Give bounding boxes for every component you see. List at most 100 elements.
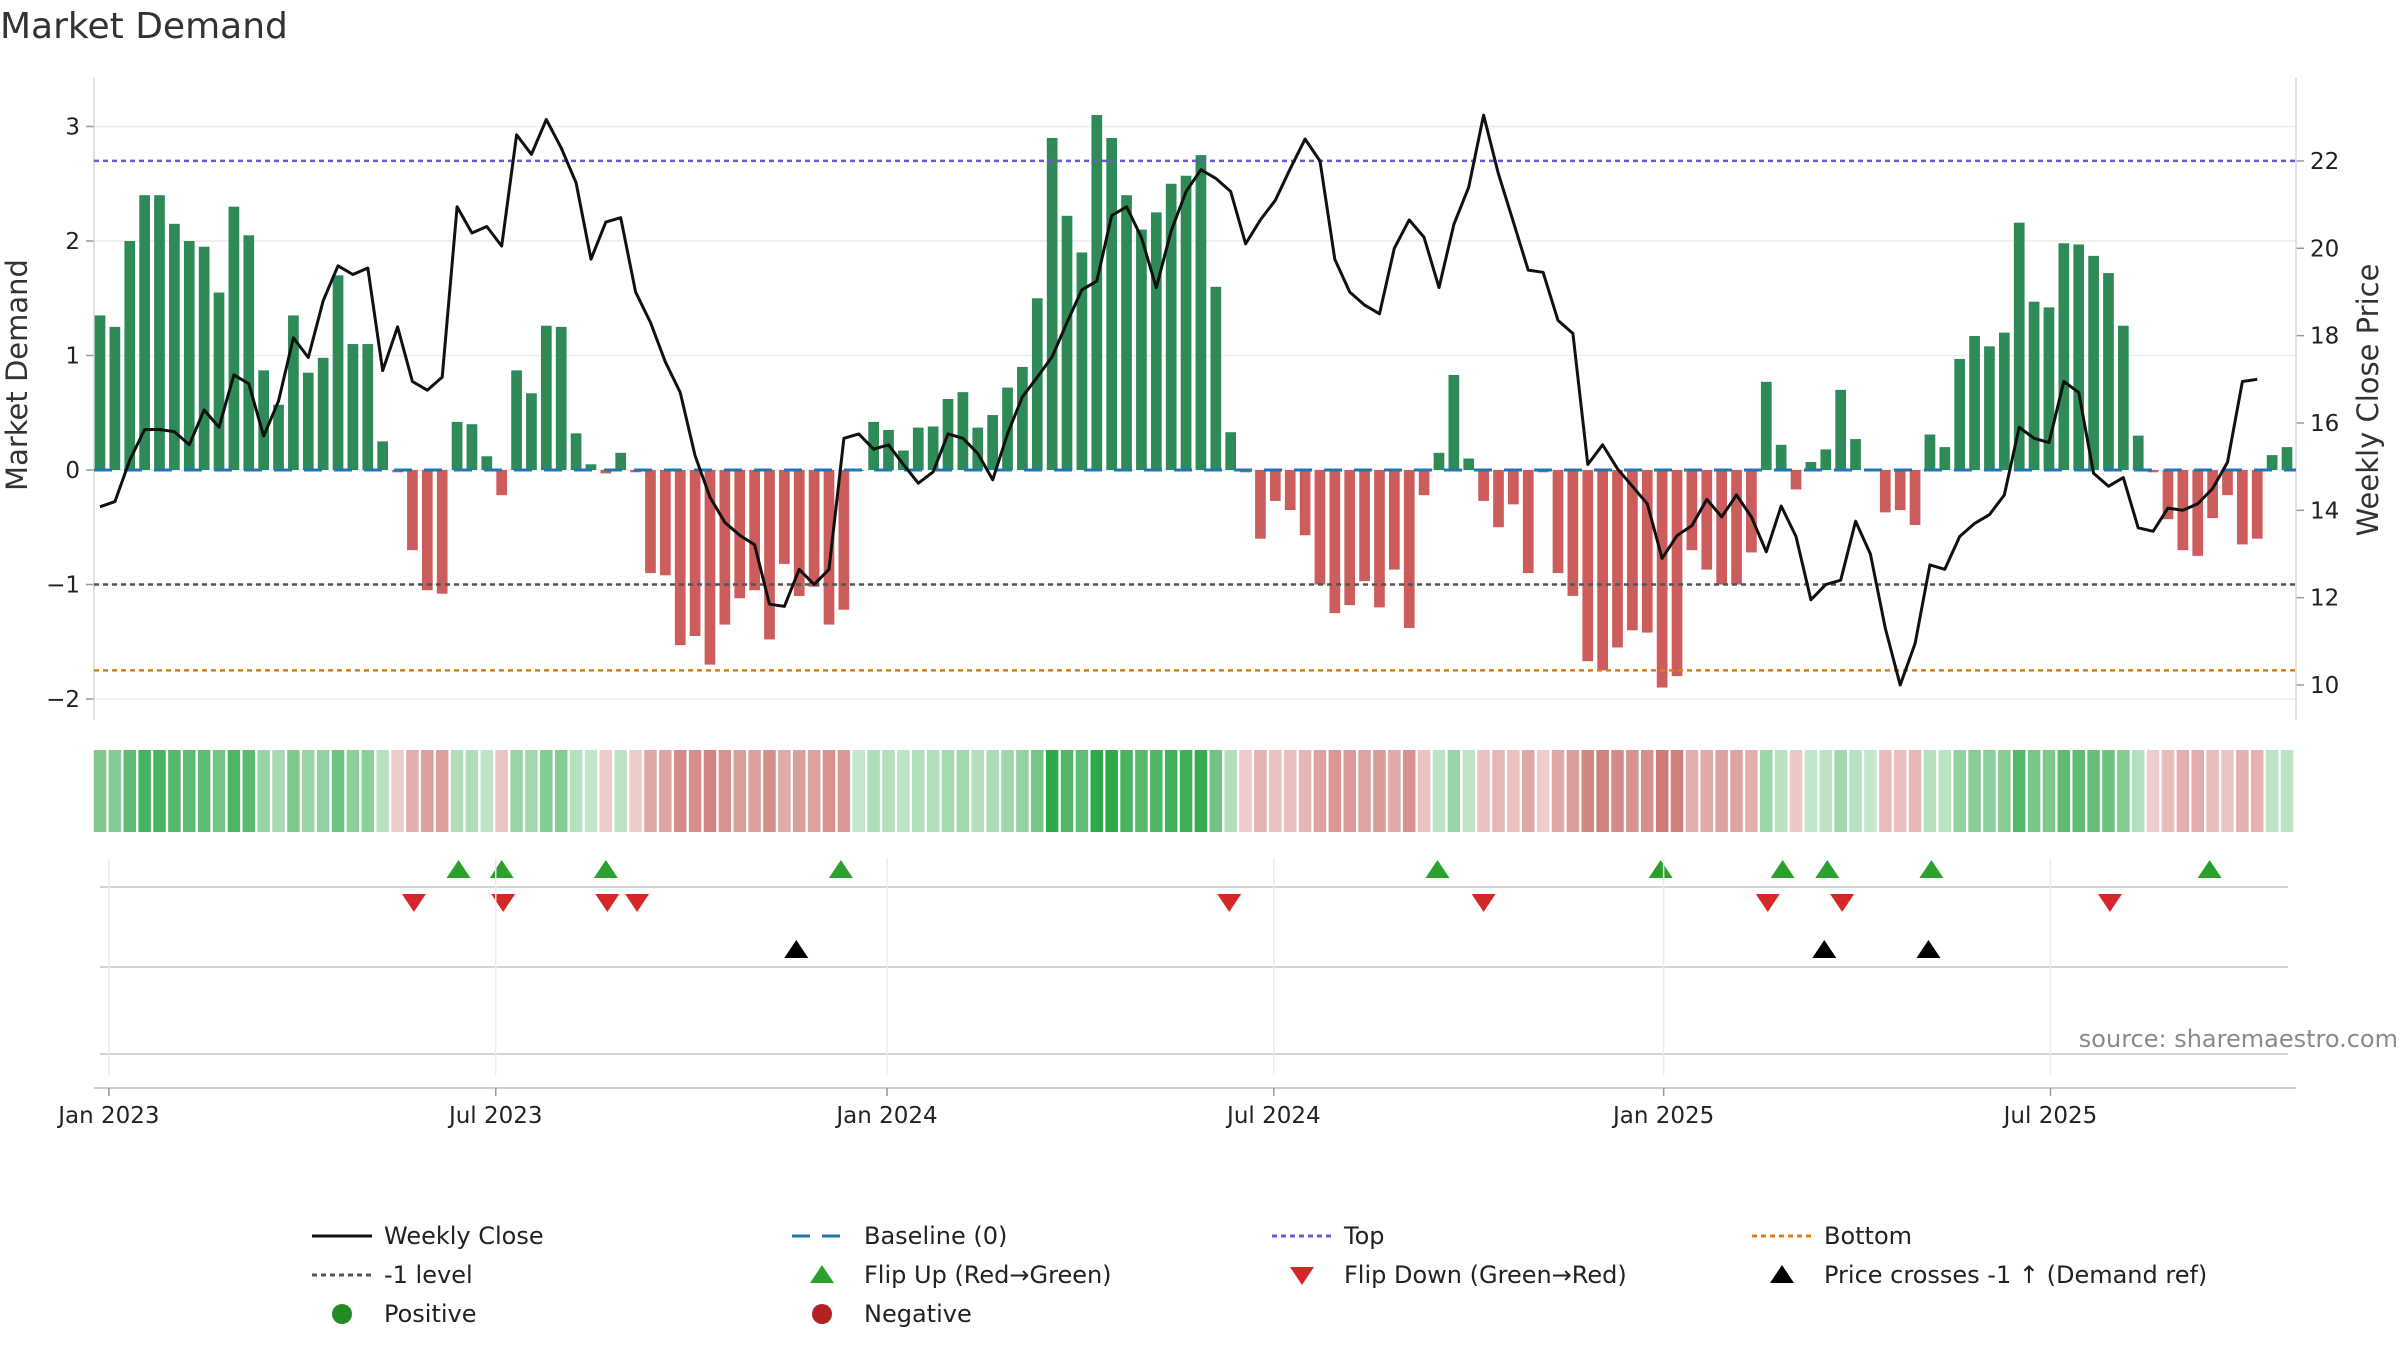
demand-strip-cell: [837, 750, 851, 832]
demand-strip-cell: [2265, 750, 2279, 832]
right-tick-label: 20: [2310, 236, 2339, 262]
demand-bar-negative: [1255, 470, 1266, 539]
left-axis-label: Market Demand: [0, 259, 34, 491]
demand-strip-cell: [1209, 750, 1223, 832]
demand-strip-cell: [2221, 750, 2234, 832]
demand-strip-cell: [421, 750, 434, 832]
demand-strip-cell: [1224, 750, 1237, 832]
demand-strip-cell: [1194, 750, 1208, 832]
demand-bar-negative: [1374, 470, 1385, 608]
demand-strip-cell: [2057, 750, 2071, 832]
demand-bar-negative: [823, 470, 835, 625]
flip-down-marker: [1471, 894, 1496, 912]
demand-strip-cell: [450, 750, 464, 832]
demand-strip-cell: [480, 750, 494, 832]
demand-strip-cell: [1016, 750, 1029, 832]
demand-strip-cell: [465, 750, 479, 832]
demand-strip-cell: [540, 750, 553, 832]
demand-bar-negative: [2237, 470, 2248, 545]
demand-bar-negative: [496, 470, 508, 496]
demand-strip-cell: [748, 750, 761, 832]
right-tick-label: 14: [2310, 498, 2339, 524]
demand-bar-positive: [169, 223, 180, 470]
demand-bar-negative: [1612, 470, 1623, 648]
demand-bar-positive: [1924, 434, 1936, 470]
demand-bar-positive: [1106, 137, 1118, 470]
demand-bar-positive: [481, 456, 493, 470]
demand-strip-cell: [525, 750, 538, 832]
flip-down-marker: [1217, 894, 1242, 912]
demand-strip-cell: [168, 750, 181, 832]
demand-strip-cell: [1045, 750, 1059, 832]
demand-bar-positive: [1002, 387, 1013, 470]
demand-bar-positive: [109, 326, 121, 471]
demand-bar-positive: [2103, 273, 2114, 470]
demand-strip-cell: [227, 750, 241, 832]
demand-strip-cell: [2042, 750, 2056, 832]
demand-strip-cell: [614, 750, 627, 832]
demand-bar-negative: [1522, 470, 1534, 574]
flip-down-marker: [2097, 894, 2122, 912]
demand-bar-positive: [228, 206, 240, 470]
demand-strip-cell: [1908, 750, 1922, 832]
demand-bar-negative: [1909, 470, 1921, 525]
demand-bar-positive: [2281, 447, 2293, 470]
demand-strip-cell: [1745, 750, 1758, 832]
demand-bars: [94, 115, 2293, 688]
demand-strip-cell: [629, 750, 642, 832]
demand-bar-negative: [704, 470, 716, 665]
demand-bar-negative: [1388, 470, 1400, 570]
demand-strip-cell: [2102, 750, 2115, 832]
demand-strip-cell: [897, 750, 910, 832]
legend-label: Top: [1343, 1222, 1385, 1250]
demand-bar-positive: [1448, 374, 1460, 470]
demand-strip-cell: [272, 750, 285, 832]
demand-bar-negative: [1284, 470, 1296, 511]
demand-bar-negative: [1731, 470, 1742, 585]
demand-strip-cell: [1834, 750, 1847, 832]
demand-strip-cell: [1432, 750, 1446, 832]
demand-bar-positive: [1061, 215, 1073, 470]
demand-bar-negative: [1627, 470, 1638, 631]
demand-strip-cell: [1462, 750, 1475, 832]
demand-bar-positive: [362, 344, 374, 470]
demand-bar-positive: [377, 441, 389, 471]
demand-bar-positive: [570, 433, 582, 470]
demand-bar-positive: [957, 392, 969, 470]
demand-strip-cell: [1774, 750, 1788, 832]
demand-strip-cell: [1864, 750, 1877, 832]
legend-item: Weekly Close: [312, 1222, 544, 1250]
demand-bar-positive: [1463, 458, 1475, 470]
right-tick-label: 10: [2310, 673, 2339, 699]
demand-bar-positive: [1076, 252, 1088, 470]
demand-bar-positive: [927, 426, 939, 470]
demand-strip-cell: [108, 750, 122, 832]
legend-item: Flip Down (Green→Red): [1290, 1261, 1627, 1289]
demand-strip-cell: [1596, 750, 1609, 832]
demand-bar-negative: [1269, 470, 1281, 501]
demand-bar-negative: [600, 470, 612, 474]
demand-strip-cell: [1075, 750, 1089, 832]
demand-color-strip: [93, 750, 2294, 832]
demand-strip-cell: [2206, 750, 2219, 832]
demand-bar-positive: [94, 315, 106, 470]
demand-bar-positive: [1121, 195, 1132, 470]
legend-label: Flip Up (Red→Green): [864, 1261, 1112, 1289]
demand-strip-cell: [435, 750, 449, 832]
demand-bar-negative: [1894, 470, 1906, 511]
legend-swatch: [1770, 1265, 1794, 1283]
demand-bar-positive: [1210, 286, 1222, 470]
x-tick-label: Jul 2025: [2002, 1103, 2098, 1129]
legend-label: Baseline (0): [864, 1222, 1007, 1250]
demand-strip-cell: [153, 750, 166, 832]
demand-bar-positive: [1017, 366, 1028, 470]
right-tick-label: 16: [2310, 411, 2339, 437]
price-series: [99, 113, 2258, 687]
demand-strip-cell: [1760, 750, 1773, 832]
demand-strip-cell: [242, 750, 256, 832]
demand-bar-negative: [808, 470, 820, 587]
demand-bar-negative: [659, 470, 671, 576]
price-cross-marker: [1812, 940, 1837, 958]
left-tick-label: 2: [65, 229, 80, 255]
demand-strip-cell: [1819, 750, 1833, 832]
